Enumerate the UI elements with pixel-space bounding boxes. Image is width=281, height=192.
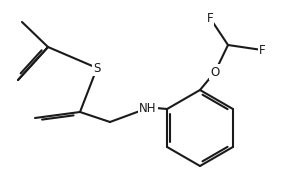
Text: F: F [207,12,213,25]
Text: O: O [210,65,220,79]
Text: NH: NH [139,102,157,114]
Text: S: S [93,61,101,74]
Text: F: F [259,44,265,56]
